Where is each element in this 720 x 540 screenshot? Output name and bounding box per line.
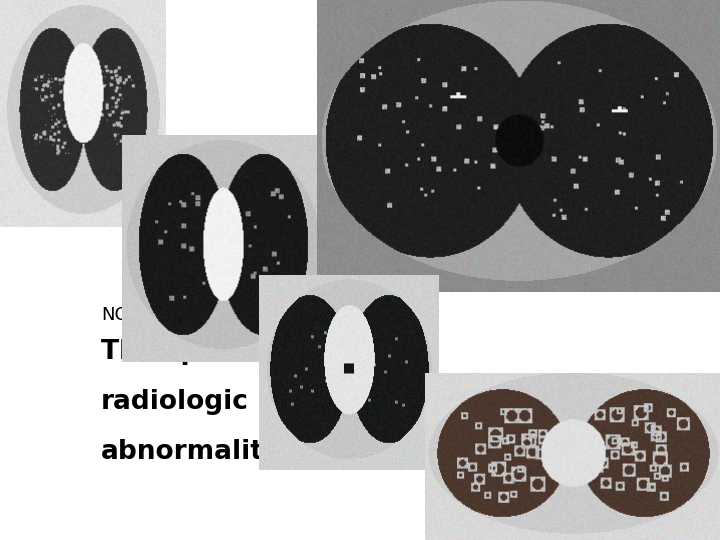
Text: radiologic: radiologic — [101, 389, 249, 415]
Text: ILA: ILA — [333, 337, 359, 355]
Text: abnormalities: abnormalities — [101, 439, 307, 465]
Text: ILA with RB-ILD: ILA with RB-ILD — [405, 91, 544, 109]
Text: ILA with: ILA with — [333, 389, 399, 407]
Text: NORMAL: NORMAL — [101, 306, 179, 324]
Text: The spectrum of: The spectrum of — [101, 339, 343, 365]
Text: fibrosis: fibrosis — [333, 427, 392, 444]
Text: INDETERMINATE: INDETERMINATE — [193, 233, 328, 251]
